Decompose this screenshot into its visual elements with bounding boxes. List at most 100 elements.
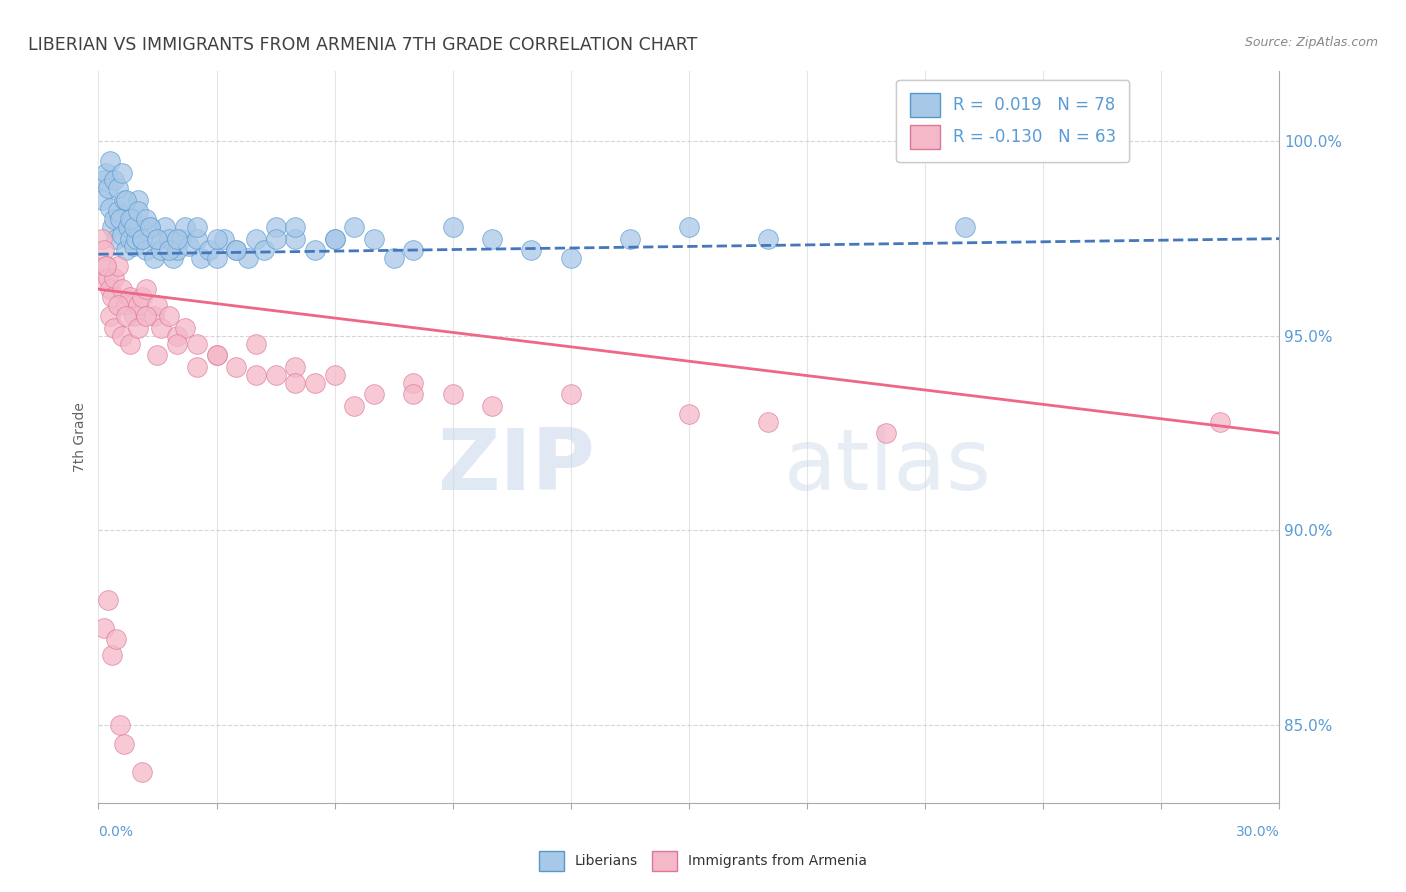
Point	[118, 212, 141, 227]
Point	[875, 426, 897, 441]
Point	[150, 244, 173, 258]
Point	[125, 232, 148, 246]
Point	[363, 387, 385, 401]
Point	[205, 348, 228, 362]
Point	[225, 244, 247, 258]
Point	[135, 282, 157, 296]
Point	[245, 336, 267, 351]
Point	[111, 227, 134, 242]
Point	[225, 244, 247, 258]
Point	[236, 251, 259, 265]
Text: atlas: atlas	[783, 425, 991, 508]
Text: 0.0%: 0.0%	[98, 825, 134, 839]
Point	[441, 219, 464, 234]
Point	[101, 648, 124, 662]
Point	[97, 593, 120, 607]
Point	[108, 718, 131, 732]
Point	[121, 212, 143, 227]
Point	[127, 193, 149, 207]
Point	[264, 368, 287, 382]
Point	[284, 359, 307, 374]
Point	[402, 376, 425, 390]
Point	[205, 251, 228, 265]
Point	[98, 201, 121, 215]
Point	[953, 219, 976, 234]
Point	[112, 193, 135, 207]
Point	[157, 244, 180, 258]
Point	[155, 219, 177, 234]
Legend: R =  0.019   N = 78, R = -0.130   N = 63: R = 0.019 N = 78, R = -0.130 N = 63	[896, 79, 1129, 161]
Point	[205, 348, 228, 362]
Point	[481, 232, 503, 246]
Point	[131, 764, 153, 779]
Point	[1209, 415, 1232, 429]
Point	[127, 219, 149, 234]
Text: 30.0%: 30.0%	[1236, 825, 1279, 839]
Point	[103, 321, 125, 335]
Point	[96, 259, 118, 273]
Point	[146, 348, 169, 362]
Point	[105, 232, 128, 246]
Point	[264, 219, 287, 234]
Point	[89, 270, 111, 285]
Point	[174, 219, 197, 234]
Point	[131, 232, 153, 246]
Point	[402, 387, 425, 401]
Point	[186, 232, 208, 246]
Point	[678, 219, 700, 234]
Point	[146, 298, 169, 312]
Point	[131, 232, 153, 246]
Point	[118, 232, 141, 246]
Point	[107, 204, 129, 219]
Point	[162, 251, 184, 265]
Point	[96, 259, 118, 273]
Point	[166, 336, 188, 351]
Point	[115, 193, 138, 207]
Point	[101, 219, 124, 234]
Point	[304, 376, 326, 390]
Point	[103, 212, 125, 227]
Point	[756, 232, 779, 246]
Point	[118, 336, 141, 351]
Point	[142, 310, 165, 324]
Point	[93, 173, 115, 187]
Point	[245, 368, 267, 382]
Text: LIBERIAN VS IMMIGRANTS FROM ARMENIA 7TH GRADE CORRELATION CHART: LIBERIAN VS IMMIGRANTS FROM ARMENIA 7TH …	[28, 36, 697, 54]
Point	[190, 251, 212, 265]
Point	[186, 219, 208, 234]
Point	[520, 244, 543, 258]
Point	[98, 282, 121, 296]
Point	[138, 219, 160, 234]
Point	[323, 232, 346, 246]
Point	[117, 219, 139, 234]
Point	[245, 232, 267, 246]
Point	[157, 310, 180, 324]
Point	[93, 244, 115, 258]
Point	[284, 376, 307, 390]
Point	[103, 173, 125, 187]
Point	[105, 632, 128, 647]
Point	[107, 298, 129, 312]
Point	[108, 212, 131, 227]
Point	[101, 290, 124, 304]
Point	[225, 359, 247, 374]
Point	[98, 310, 121, 324]
Point	[127, 298, 149, 312]
Point	[177, 239, 200, 253]
Point	[97, 181, 120, 195]
Point	[382, 251, 405, 265]
Point	[253, 244, 276, 258]
Text: Source: ZipAtlas.com: Source: ZipAtlas.com	[1244, 36, 1378, 49]
Point	[323, 232, 346, 246]
Point	[118, 290, 141, 304]
Point	[619, 232, 641, 246]
Point	[402, 244, 425, 258]
Point	[441, 387, 464, 401]
Point	[560, 387, 582, 401]
Point	[91, 193, 114, 207]
Point	[363, 232, 385, 246]
Point	[135, 212, 157, 227]
Point	[127, 204, 149, 219]
Text: ZIP: ZIP	[437, 425, 595, 508]
Point	[343, 399, 366, 413]
